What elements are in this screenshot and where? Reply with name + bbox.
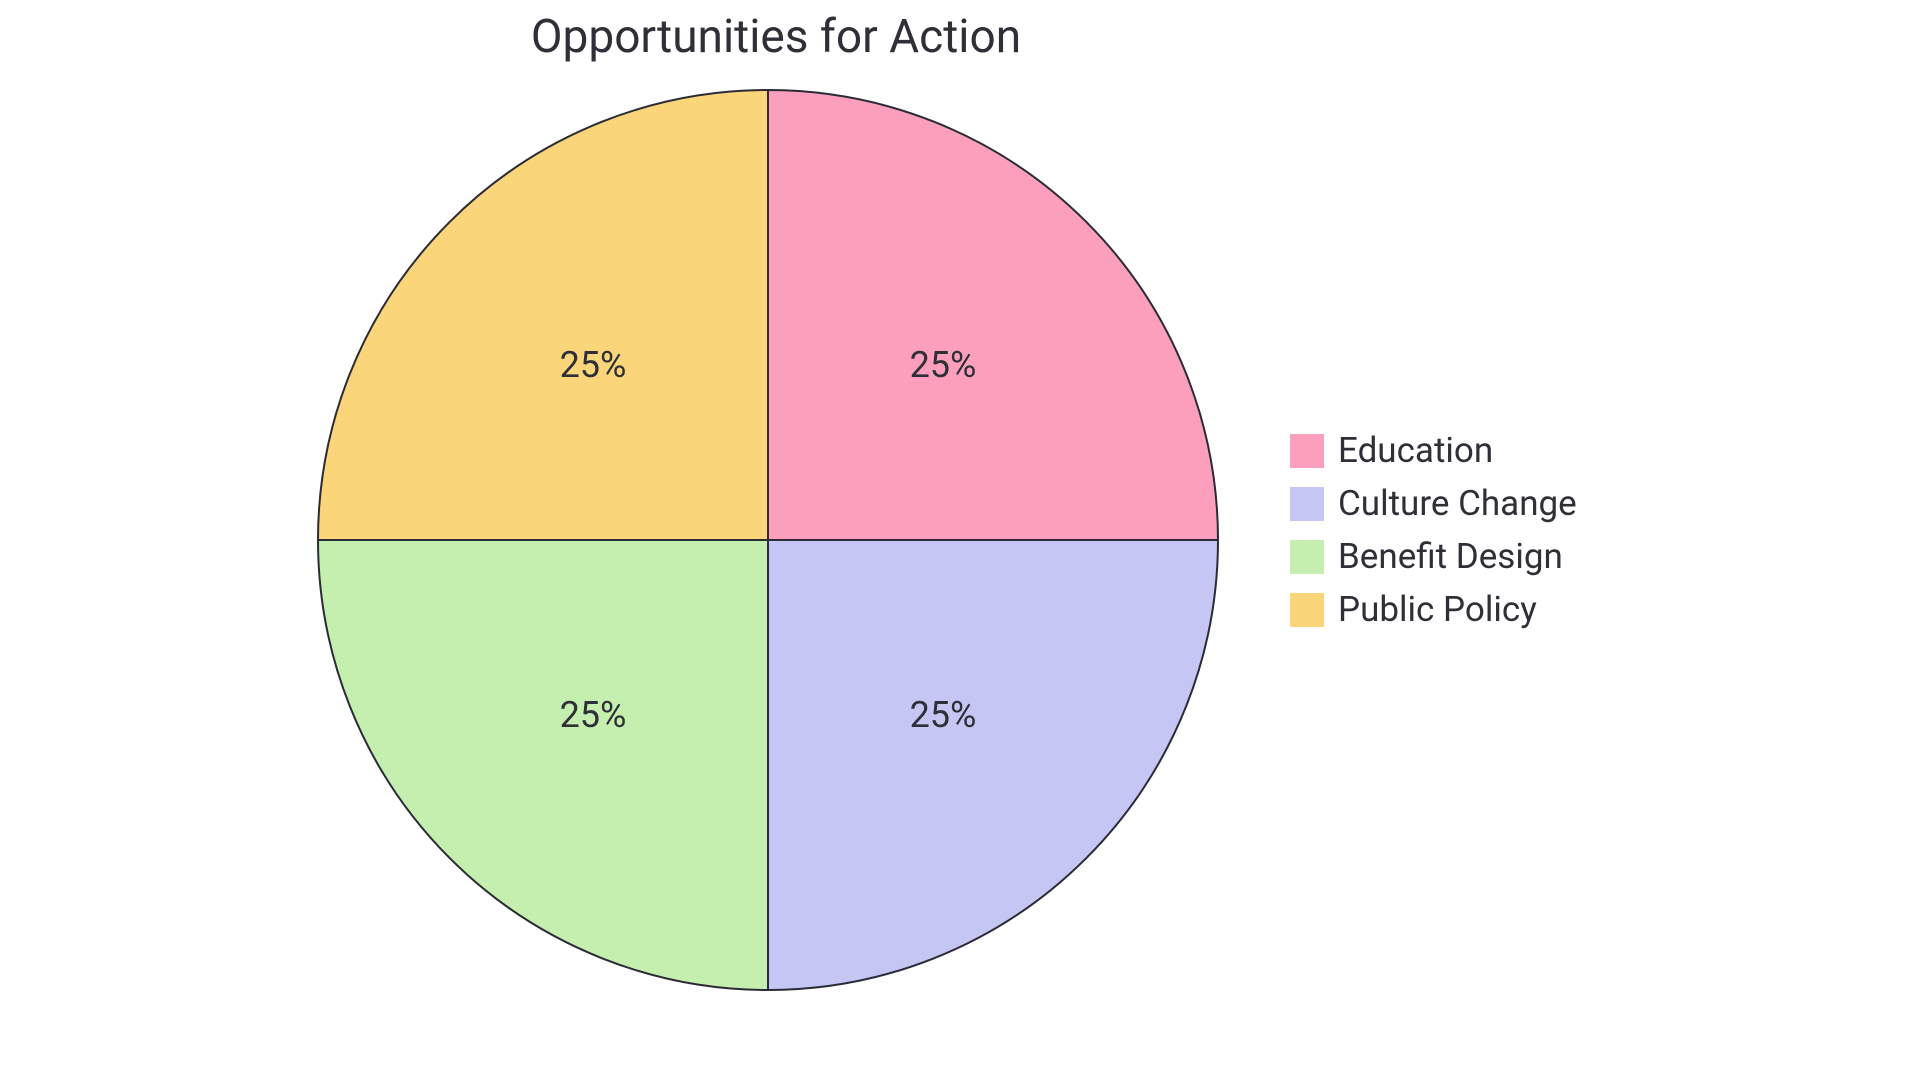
pie-svg [314, 86, 1222, 994]
legend: Education Culture Change Benefit Design Pub… [1290, 430, 1577, 630]
legend-label: Education [1338, 430, 1493, 471]
slice-pct-label: 25% [560, 694, 627, 736]
legend-label: Public Policy [1338, 589, 1537, 630]
legend-item: Education [1290, 430, 1577, 471]
pie-slice [318, 540, 768, 990]
pie-chart: 25% 25% 25% 25% [314, 86, 1222, 994]
pie-slice [768, 90, 1218, 540]
legend-swatch [1290, 487, 1324, 521]
legend-item: Public Policy [1290, 589, 1577, 630]
legend-label: Benefit Design [1338, 536, 1563, 577]
legend-label: Culture Change [1338, 483, 1577, 524]
pie-slice [318, 90, 768, 540]
slice-pct-label: 25% [560, 344, 627, 386]
legend-swatch [1290, 593, 1324, 627]
chart-title: Opportunities for Action [476, 10, 1076, 64]
legend-item: Culture Change [1290, 483, 1577, 524]
slice-pct-label: 25% [910, 694, 977, 736]
pie-slice [768, 540, 1218, 990]
legend-item: Benefit Design [1290, 536, 1577, 577]
chart-container: Opportunities for Action 25% 25% 25% 25% Ed… [0, 0, 1920, 1080]
legend-swatch [1290, 434, 1324, 468]
slice-pct-label: 25% [910, 344, 977, 386]
legend-swatch [1290, 540, 1324, 574]
